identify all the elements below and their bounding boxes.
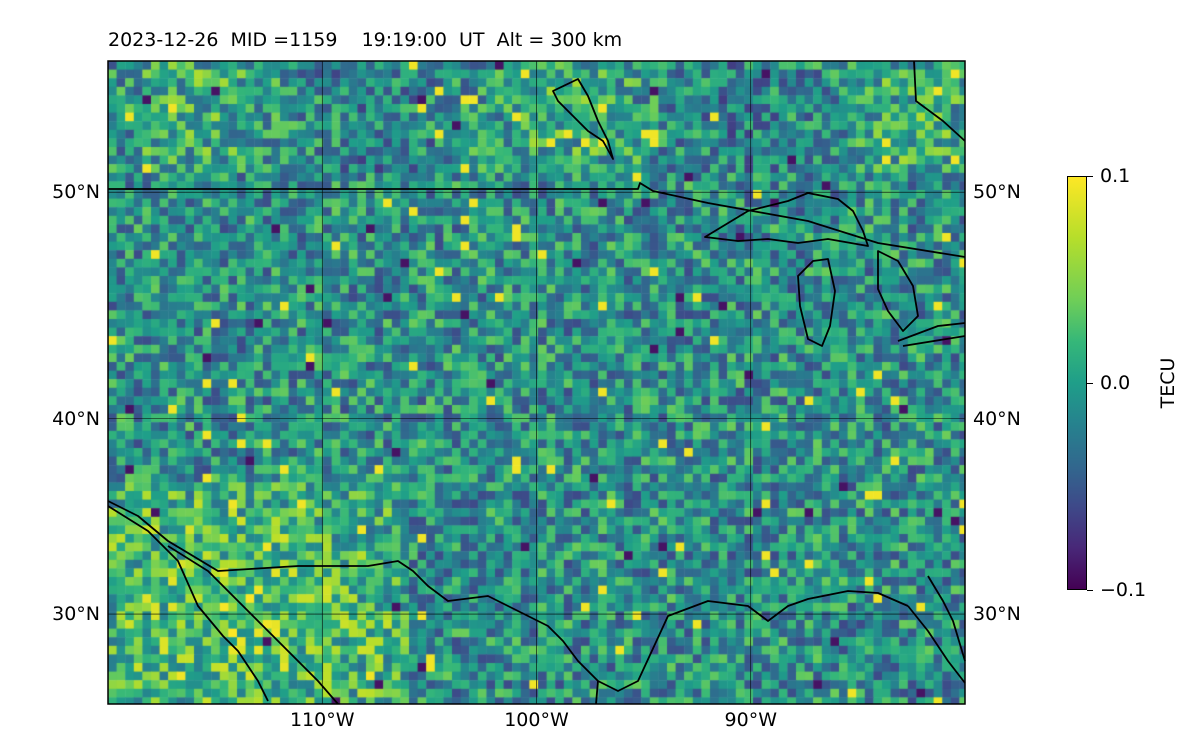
coastline-segment — [552, 78, 614, 160]
map-title: 2023-12-26 MID =1159 19:19:00 UT Alt = 3… — [108, 29, 623, 51]
colorbar-tick-label: 0.0 — [1100, 372, 1131, 394]
colorbar-label: TECU — [1157, 357, 1179, 409]
coastline-segment — [107, 500, 909, 692]
lat-tick-label-left: 40°N — [52, 407, 100, 430]
gridlines — [108, 61, 965, 704]
coastline-segment — [595, 680, 599, 705]
map-frame — [107, 60, 966, 705]
coastlines — [107, 60, 966, 705]
tec-map — [107, 60, 966, 705]
lat-tick-label-right: 30°N — [973, 603, 1021, 626]
colorbar — [1067, 176, 1087, 590]
coastline-segment — [704, 192, 869, 247]
lat-tick-label-right: 40°N — [973, 407, 1021, 430]
coastline-segment — [927, 575, 966, 662]
colorbar-tick — [1087, 176, 1093, 177]
lat-tick-label-left: 30°N — [52, 603, 100, 626]
colorbar-tick — [1087, 383, 1093, 384]
coastline-segment — [797, 258, 836, 347]
colorbar-tick — [1087, 590, 1093, 591]
lon-tick-label: 90°W — [724, 709, 777, 731]
coastline-segment — [877, 250, 919, 332]
colorbar-tick-label: 0.1 — [1100, 165, 1131, 187]
lon-tick-label: 110°W — [289, 709, 355, 731]
coastline-segment — [167, 545, 339, 705]
coastline-segment — [913, 60, 966, 142]
colorbar-tick-label: −0.1 — [1100, 579, 1147, 601]
coastline-segment — [907, 605, 966, 684]
lat-tick-label-left: 50°N — [52, 181, 100, 204]
lat-tick-label-right: 50°N — [973, 181, 1021, 204]
coastline-segment — [897, 322, 966, 347]
coastline-segment — [107, 505, 269, 702]
lon-tick-label: 100°W — [504, 709, 569, 731]
map-overlay — [107, 60, 966, 705]
